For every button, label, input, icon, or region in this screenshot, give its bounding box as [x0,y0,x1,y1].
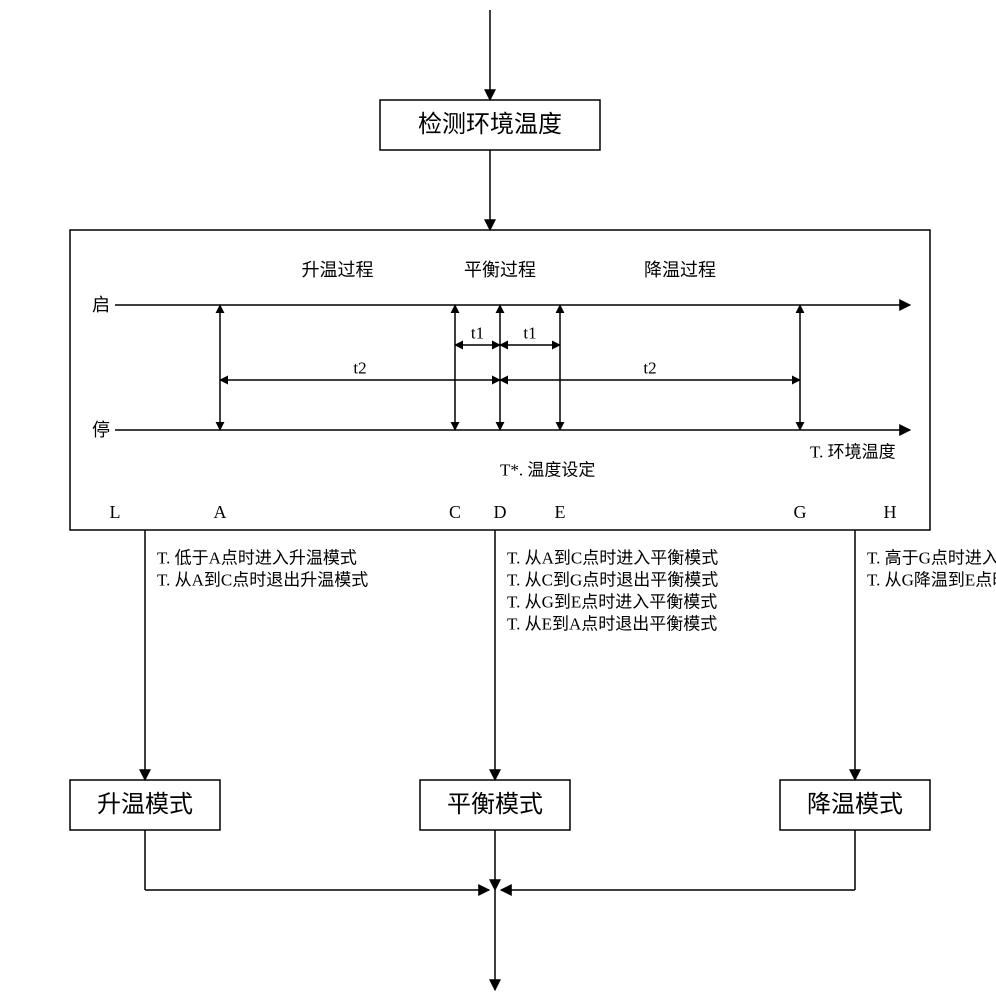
cond-center-0: T. 从A到C点时进入平衡模式 [507,549,718,568]
letter-E: E [555,502,566,522]
label-start: 启 [92,295,110,315]
detect-temp-box: 检测环境温度 [418,111,562,138]
cond-center-2: T. 从G到E点时进入平衡模式 [507,593,717,612]
label-env-temp: T. 环境温度 [810,443,896,462]
label-heat-proc: 升温过程 [302,260,374,280]
label-stop: 停 [92,420,110,440]
letter-D: D [494,502,507,522]
flowchart-diagram: 检测环境温度启停 升温过程 平衡过程 降温过程 t1 t1 t2 t2 T. 环境温度 T*. 温… [0,0,996,1000]
label-t2-left: t2 [353,359,366,378]
letter-H: H [884,502,897,522]
label-t2-right: t2 [643,359,656,378]
cond-center-3: T. 从E到A点时退出平衡模式 [507,615,717,634]
heat-mode-box: 升温模式 [97,791,193,818]
balance-mode-box: 平衡模式 [447,791,543,818]
cond-left-0: T. 低于A点时进入升温模式 [157,549,357,568]
cond-right-0: T. 高于G点时进入降温模式 [867,549,996,568]
cond-left-1: T. 从A到C点时退出升温模式 [157,571,368,590]
letter-C: C [449,502,461,522]
letter-A: A [214,502,227,522]
label-t1-left: t1 [471,324,484,343]
letter-L: L [110,502,121,522]
cond-center-1: T. 从C到G点时退出平衡模式 [507,571,718,590]
cool-mode-box: 降温模式 [807,791,903,818]
label-balance-proc: 平衡过程 [464,260,536,280]
label-set-temp: T*. 温度设定 [500,461,595,480]
cond-right-1: T. 从G降温到E点时退出降温模式 [867,571,996,590]
letter-G: G [794,502,807,522]
label-cool-proc: 降温过程 [644,260,716,280]
label-t1-right: t1 [523,324,536,343]
